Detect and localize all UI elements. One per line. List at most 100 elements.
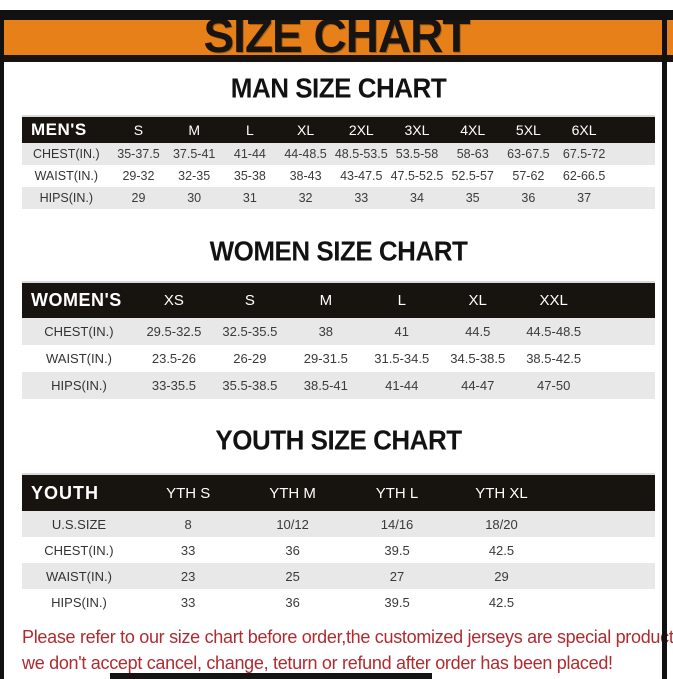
men-size-header: 6XL	[556, 116, 612, 143]
measurement-value-cell: 35	[465, 191, 480, 205]
men-measurement-row: CHEST(IN.) 35-37.5 37.5-41 41-44 44-48.5 48.5…	[22, 143, 655, 165]
measurement-value-cell: 38.5-41	[303, 378, 348, 393]
youth-size-table: YOUTH YTH S YTH M YTH L YTH XL U.S.SIZE 8 10/12…	[22, 473, 655, 615]
measurement-value-cell: 62-66.5	[562, 169, 606, 183]
row-label-cell: CHEST(IN.)	[44, 542, 114, 558]
row-label-cell: U.S.SIZE	[51, 516, 107, 532]
men-size-header: 5XL	[500, 116, 557, 143]
row-spacer-cell	[553, 511, 655, 537]
footer-line-2: we don't accept cancel, change, teturn o…	[22, 653, 613, 673]
measurement-value-cell: 33-35.5	[151, 378, 196, 393]
measurement-value-cell: 34	[410, 191, 424, 205]
row-label-cell: CHEST(IN.)	[32, 147, 100, 161]
right-border-line	[662, 10, 667, 679]
women-table-title-cell: WOMEN'S	[22, 282, 136, 318]
women-size-header: M	[287, 282, 364, 318]
measurement-value-cell: 41-44	[233, 147, 266, 161]
measurement-value-cell: 29	[131, 191, 146, 205]
row-spacer-cell	[553, 589, 655, 615]
measurement-value-cell: 32.5-35.5	[222, 324, 278, 339]
measurement-value-cell: 41-44	[385, 378, 419, 393]
measurement-value-cell: 36	[521, 191, 536, 205]
row-spacer-cell	[611, 187, 655, 209]
men-measurement-row: WAIST(IN.) 29-32 32-35 35-38 38-43 43-47.5 47.…	[22, 165, 655, 187]
measurement-value-cell: 31	[242, 191, 257, 205]
measurement-value-cell: 53.5-58	[395, 147, 439, 161]
measurement-value-cell: 33	[354, 191, 369, 205]
left-border-line	[0, 10, 4, 679]
measurement-value-cell: 43-47.5	[340, 169, 383, 183]
row-spacer-cell	[611, 165, 655, 187]
men-size-table: MEN'S S M L XL 2XL 3XL 4XL 5XL 6XL CHEST(IN.) 35-37…	[22, 115, 655, 209]
row-label-cell: HIPS(IN.)	[51, 594, 107, 610]
measurement-value-cell: 23.5-26	[151, 351, 196, 366]
measurement-value-cell: 32	[298, 191, 313, 205]
women-size-header: S	[211, 282, 288, 318]
row-spacer-cell	[553, 537, 655, 563]
measurement-value-cell: 14/16	[380, 516, 414, 532]
youth-section-title: YOUTH SIZE CHART	[215, 423, 462, 457]
women-size-header: XL	[439, 282, 516, 318]
women-size-header: XS	[135, 282, 212, 318]
youth-header-row: YOUTH YTH S YTH M YTH L YTH XL	[22, 474, 655, 511]
men-size-header: 4XL	[444, 116, 501, 143]
youth-table-title-cell: YOUTH	[22, 474, 136, 511]
measurement-value-cell: 36	[285, 594, 300, 610]
row-label-cell: HIPS(IN.)	[51, 378, 107, 393]
measurement-value-cell: 36	[285, 542, 300, 558]
row-spacer-cell	[591, 372, 655, 399]
measurement-value-cell: 33	[180, 594, 196, 610]
row-spacer-cell	[591, 318, 655, 345]
measurement-value-cell: 35-38	[233, 169, 266, 183]
measurement-value-cell: 38.5-42.5	[526, 351, 582, 366]
youth-measurement-row: HIPS(IN.) 33 36 39.5 42.5	[22, 589, 655, 615]
measurement-value-cell: 18/20	[485, 516, 518, 532]
measurement-value-cell: 29-31.5	[303, 351, 348, 366]
measurement-value-cell: 41	[394, 324, 409, 339]
youth-size-header: YTH XL	[449, 474, 554, 511]
measurement-value-cell: 44-48.5	[284, 147, 327, 161]
measurement-value-cell: 37.5-41	[172, 147, 216, 161]
row-label-cell: HIPS(IN.)	[39, 191, 94, 205]
youth-measurement-row: U.S.SIZE 8 10/12 14/16 18/20	[22, 511, 655, 537]
row-spacer-cell	[591, 345, 655, 372]
measurement-value-cell: 27	[389, 568, 405, 584]
row-label-cell: CHEST(IN.)	[44, 324, 114, 339]
youth-measurement-row: CHEST(IN.) 33 36 39.5 42.5	[22, 537, 655, 563]
measurement-value-cell: 34.5-38.5	[450, 351, 506, 366]
youth-measurement-row: WAIST(IN.) 23 25 27 29	[22, 563, 655, 589]
measurement-value-cell: 37	[577, 191, 592, 205]
women-section-title: WOMEN SIZE CHART	[209, 234, 468, 268]
measurement-value-cell: 39.5	[384, 542, 410, 558]
measurement-value-cell: 47-50	[537, 378, 571, 393]
youth-size-header: YTH M	[240, 474, 345, 511]
measurement-value-cell: 30	[187, 191, 202, 205]
measurement-value-cell: 8	[184, 516, 192, 532]
measurement-value-cell: 29-32	[122, 169, 155, 183]
measurement-value-cell: 23	[180, 568, 196, 584]
men-header-row: MEN'S S M L XL 2XL 3XL 4XL 5XL 6XL	[22, 116, 655, 143]
measurement-value-cell: 44.5-48.5	[526, 324, 582, 339]
women-measurement-row: HIPS(IN.) 33-35.5 35.5-38.5 38.5-41 41-44 44-…	[22, 372, 655, 399]
measurement-value-cell: 33	[180, 542, 196, 558]
measurement-value-cell: 63-67.5	[507, 147, 550, 161]
measurement-value-cell: 39.5	[384, 594, 410, 610]
row-spacer-cell	[553, 563, 655, 589]
measurement-value-cell: 35.5-38.5	[222, 378, 278, 393]
women-size-header: XXL	[515, 282, 592, 318]
row-label-cell: WAIST(IN.)	[45, 568, 112, 584]
measurement-value-cell: 57-62	[512, 169, 545, 183]
measurement-value-cell: 31.5-34.5	[374, 351, 430, 366]
measurement-value-cell: 67.5-72	[562, 147, 606, 161]
measurement-value-cell: 42.5	[488, 594, 515, 610]
measurement-value-cell: 26-29	[233, 351, 267, 366]
men-size-header: XL	[277, 116, 334, 143]
measurement-value-cell: 32-35	[178, 169, 211, 183]
measurement-value-cell: 35-37.5	[117, 147, 160, 161]
measurement-value-cell: 29.5-32.5	[146, 324, 202, 339]
footer-disclaimer: Please refer to our size chart before or…	[0, 624, 673, 676]
men-section-title: MAN SIZE CHART	[230, 71, 447, 105]
measurement-value-cell: 47.5-52.5	[390, 169, 444, 183]
youth-size-header: YTH S	[135, 474, 241, 511]
measurement-value-cell: 44-47	[461, 378, 495, 393]
